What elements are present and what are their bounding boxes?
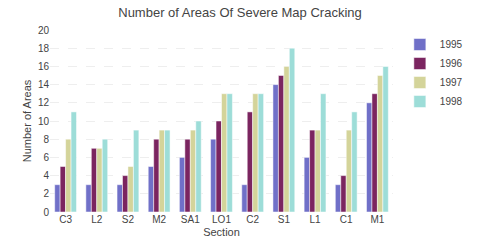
svg-text:1998: 1998 [440,96,463,107]
svg-text:2: 2 [43,188,49,199]
svg-text:8: 8 [43,134,49,145]
svg-text:M2: M2 [152,214,166,225]
svg-text:C3: C3 [59,214,72,225]
svg-text:4: 4 [43,170,49,181]
svg-text:10: 10 [38,116,50,127]
svg-text:14: 14 [38,79,50,90]
svg-text:C2: C2 [246,214,259,225]
svg-text:1995: 1995 [440,39,463,50]
svg-text:Number of Areas: Number of Areas [21,79,33,162]
svg-text:1996: 1996 [440,58,463,69]
svg-text:LO1: LO1 [212,214,231,225]
svg-text:20: 20 [38,25,50,36]
svg-text:SA1: SA1 [181,214,200,225]
svg-text:6: 6 [43,152,49,163]
svg-text:L2: L2 [91,214,103,225]
svg-text:L1: L1 [309,214,321,225]
svg-text:12: 12 [38,97,50,108]
svg-text:18: 18 [38,43,50,54]
svg-text:Section: Section [203,226,240,238]
svg-text:0: 0 [43,207,49,218]
svg-text:16: 16 [38,61,50,72]
svg-text:C1: C1 [340,214,353,225]
svg-text:M1: M1 [370,214,384,225]
svg-text:S2: S2 [122,214,135,225]
svg-text:Number of Areas Of Severe Map: Number of Areas Of Severe Map Cracking [118,5,362,20]
svg-text:S1: S1 [278,214,291,225]
svg-text:1997: 1997 [440,77,463,88]
